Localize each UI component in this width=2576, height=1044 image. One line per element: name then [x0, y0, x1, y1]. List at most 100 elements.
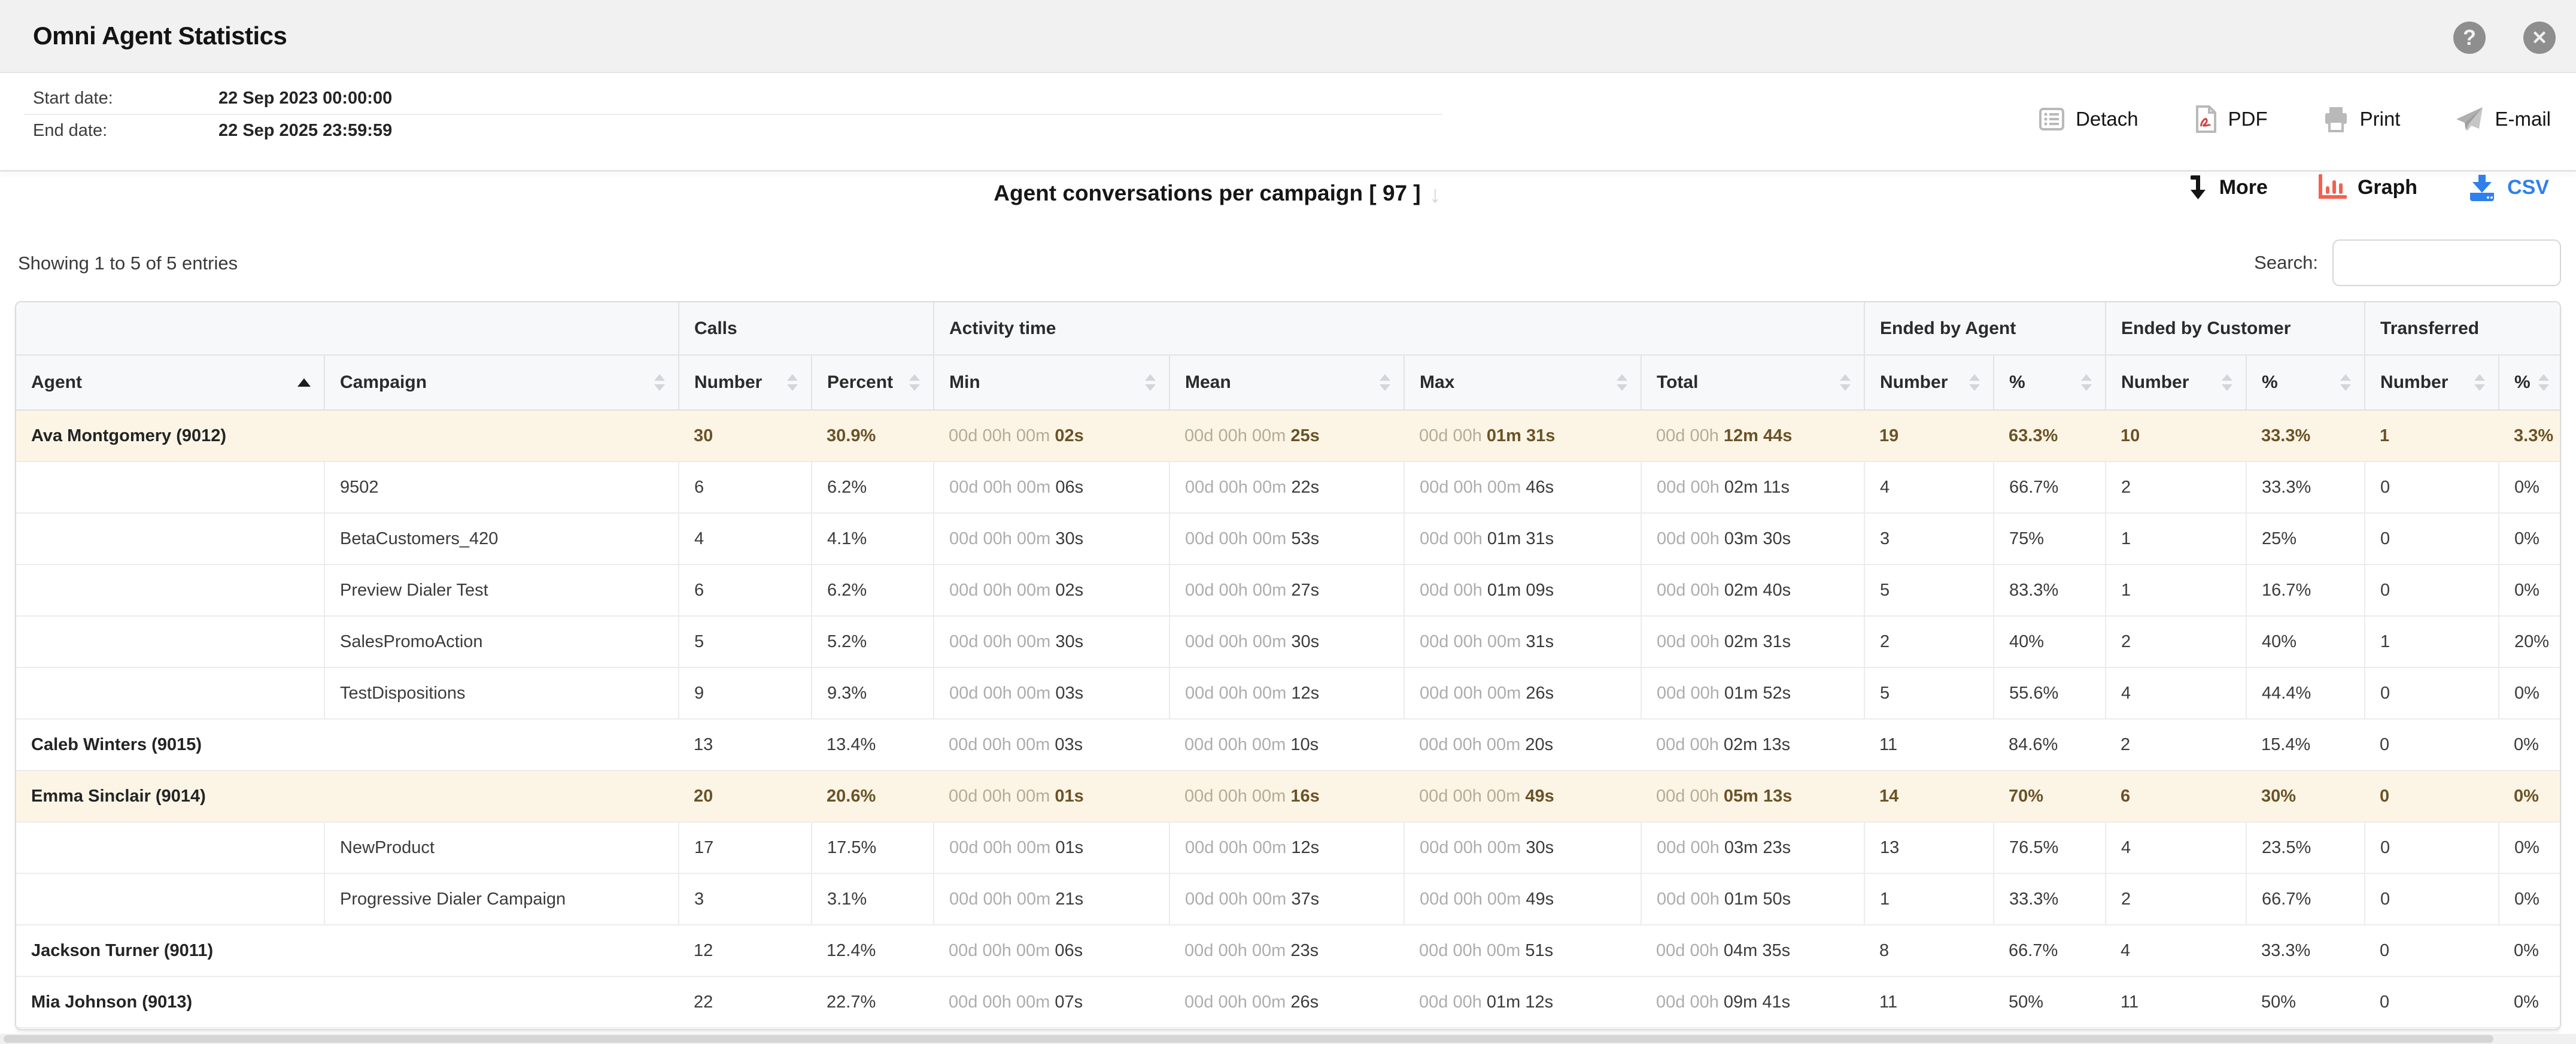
search-input[interactable]: [2332, 239, 2561, 286]
value-cell: 33.3%: [2246, 462, 2365, 514]
campaign-name-cell: 9502: [324, 462, 679, 514]
column-header-total-7[interactable]: Total: [1640, 355, 1865, 411]
value-cell: 50%: [1994, 976, 2106, 1028]
column-header-mean-5[interactable]: Mean: [1169, 355, 1404, 411]
campaign-row[interactable]: NewProduct 17 17.5% 00d 00h 00m 01s 00d 00h …: [16, 822, 2560, 874]
report-title-block[interactable]: Agent conversations per campaign [ 97 ] …: [994, 178, 1441, 208]
duration-cell: 00d 00h 00m 46s: [1404, 462, 1641, 514]
start-date-label: Start date:: [33, 88, 113, 108]
help-icon[interactable]: ?: [2453, 22, 2486, 54]
column-header-min-4[interactable]: Min: [933, 355, 1169, 411]
column-header-number-10[interactable]: Number: [2105, 355, 2247, 411]
campaign-row[interactable]: Progressive Dialer Campaign 3 3.1% 00d 00h …: [16, 873, 2560, 925]
end-date-label: End date:: [33, 120, 108, 140]
more-button[interactable]: More: [2188, 174, 2268, 201]
duration-cell: 00d 00h 00m 31s: [1404, 616, 1641, 668]
campaign-row[interactable]: 9502 6 6.2% 00d 00h 00m 06s 00d 00h 00m 22s 0…: [16, 462, 2560, 514]
group-header-calls: Calls: [678, 302, 934, 356]
graph-button[interactable]: Graph: [2318, 174, 2417, 201]
duration-cell: 00d 00h 00m 01s: [933, 822, 1169, 874]
agent-row[interactable]: Caleb Winters (9015) 13 13.4% 00d 00h 00m 0…: [16, 719, 2560, 771]
scrollbar-thumb[interactable]: [4, 1035, 2493, 1043]
column-header-agent-0[interactable]: Agent: [16, 355, 324, 411]
duration-cell: 00d 00h 00m 06s: [934, 925, 1169, 977]
report-dropdown-icon[interactable]: ↓: [1429, 181, 1441, 208]
value-cell: 55.6%: [1993, 667, 2106, 720]
agent-row[interactable]: Jackson Turner (9011) 12 12.4% 00d 00h 00m …: [16, 925, 2560, 977]
email-button[interactable]: E-mail: [2455, 106, 2551, 132]
value-cell: 9.3%: [811, 667, 934, 720]
column-header-number-12[interactable]: Number: [2364, 355, 2499, 411]
value-cell: 66.7%: [1994, 925, 2106, 977]
agent-row[interactable]: Ava Montgomery (9012) 30 30.9% 00d 00h 00m …: [16, 410, 2560, 462]
duration-cell: 00d 00h 02m 13s: [1641, 719, 1865, 771]
sort-ascending-icon: [297, 378, 311, 387]
campaign-row[interactable]: BetaCustomers_420 4 4.1% 00d 00h 00m 30s 00d…: [16, 513, 2560, 565]
export-actions: Detach PDF Print E-mail: [2039, 74, 2551, 164]
column-header-number-2[interactable]: Number: [678, 355, 812, 411]
value-cell: 0: [2364, 513, 2499, 565]
column-header-max-6[interactable]: Max: [1404, 355, 1641, 411]
column-header-percent-3[interactable]: Percent: [811, 355, 934, 411]
value-cell: 1: [2365, 410, 2499, 462]
value-cell: 14: [1864, 770, 1994, 823]
group-header-row: Calls Activity time Ended by Agent Ended by…: [16, 302, 2560, 356]
value-cell: 3: [678, 873, 812, 925]
value-cell: 6.2%: [811, 565, 934, 617]
end-date-row: End date: 22 Sep 2025 23:59:59: [33, 115, 1451, 146]
value-cell: 30.9%: [812, 410, 934, 462]
value-cell: 0%: [2498, 667, 2560, 720]
horizontal-scrollbar[interactable]: [0, 1034, 2576, 1044]
duration-cell: 00d 00h 01m 31s: [1404, 410, 1641, 462]
detach-label: Detach: [2076, 108, 2138, 130]
column-header-number-8[interactable]: Number: [1864, 355, 1994, 411]
value-cell: 0%: [2499, 719, 2560, 771]
value-cell: 25%: [2246, 513, 2365, 565]
campaign-name-cell: [324, 976, 679, 1028]
duration-cell: 00d 00h 00m 12s: [1169, 667, 1404, 720]
column-label: %: [2009, 372, 2025, 392]
duration-cell: 00d 00h 00m 49s: [1404, 873, 1641, 925]
column-header-campaign-1[interactable]: Campaign: [324, 355, 679, 411]
value-cell: 8: [1864, 925, 1994, 977]
value-cell: 15.4%: [2246, 719, 2365, 771]
value-cell: 4: [1864, 462, 1994, 514]
agent-row[interactable]: Mia Johnson (9013) 22 22.7% 00d 00h 00m 07s…: [16, 976, 2560, 1028]
value-cell: 10: [2106, 410, 2247, 462]
close-icon[interactable]: ✕: [2523, 22, 2556, 54]
campaign-row[interactable]: Preview Dialer Test 6 6.2% 00d 00h 00m 02s 0…: [16, 565, 2560, 617]
csv-label: CSV: [2507, 175, 2549, 199]
value-cell: 2: [2105, 616, 2247, 668]
duration-cell: 00d 00h 03m 23s: [1640, 822, 1865, 874]
campaign-row[interactable]: TestDispositions 9 9.3% 00d 00h 00m 03s 00d …: [16, 667, 2560, 720]
value-cell: 83.3%: [1993, 565, 2106, 617]
value-cell: 0%: [2498, 462, 2560, 514]
value-cell: 5: [678, 616, 812, 668]
column-header--11[interactable]: %: [2246, 355, 2365, 411]
pdf-button[interactable]: PDF: [2194, 105, 2268, 133]
campaign-row[interactable]: SalesPromoAction 5 5.2% 00d 00h 00m 30s 00d …: [16, 616, 2560, 668]
campaign-name-cell: [324, 719, 679, 771]
search-label: Search:: [2254, 252, 2318, 273]
print-button[interactable]: Print: [2323, 106, 2401, 132]
detach-icon: [2039, 106, 2065, 132]
column-label: Agent: [31, 372, 82, 392]
value-cell: 16.7%: [2246, 565, 2365, 617]
column-header--9[interactable]: %: [1993, 355, 2106, 411]
value-cell: 0: [2364, 873, 2499, 925]
duration-cell: 00d 00h 00m 20s: [1404, 719, 1641, 771]
value-cell: 1: [2105, 565, 2247, 617]
value-cell: 0%: [2499, 925, 2560, 977]
duration-cell: 00d 00h 02m 40s: [1640, 565, 1865, 617]
csv-button[interactable]: CSV: [2468, 174, 2549, 201]
print-label: Print: [2359, 108, 2401, 130]
agent-row[interactable]: Emma Sinclair (9014) 20 20.6% 00d 00h 00m 0…: [16, 770, 2560, 823]
value-cell: 9: [678, 667, 812, 720]
detach-button[interactable]: Detach: [2039, 106, 2138, 132]
duration-cell: 00d 00h 00m 10s: [1169, 719, 1404, 771]
column-header--13[interactable]: %: [2498, 355, 2560, 411]
more-arrow-icon: [2188, 174, 2209, 201]
campaign-name-cell: TestDispositions: [324, 667, 679, 720]
value-cell: 5: [1864, 565, 1994, 617]
